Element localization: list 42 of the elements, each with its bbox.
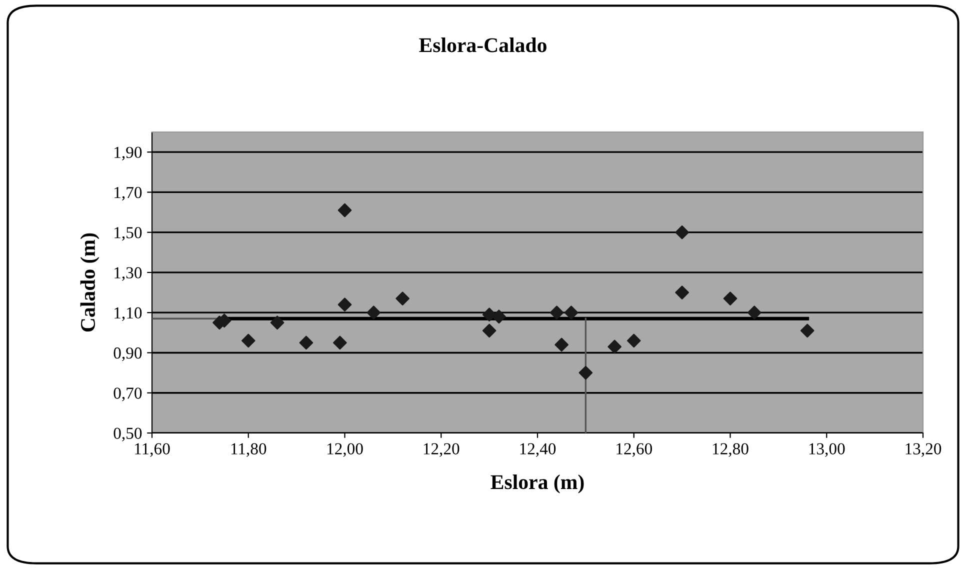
y-tick-label: 1,70 xyxy=(114,186,142,201)
x-tick-label: 13,20 xyxy=(906,443,942,457)
point xyxy=(723,292,738,306)
x-tick-label: 12,80 xyxy=(712,443,748,457)
x-axis-title: Eslora (m) xyxy=(490,474,584,494)
point xyxy=(366,306,381,320)
point xyxy=(299,336,314,350)
point xyxy=(675,286,689,300)
y-tick-label: 0,50 xyxy=(114,428,142,442)
x-tick-label: 13,00 xyxy=(809,443,845,457)
x-tick-label: 12,20 xyxy=(424,443,460,457)
point xyxy=(338,203,352,218)
point xyxy=(608,340,622,354)
point xyxy=(800,324,814,338)
point xyxy=(482,324,496,338)
x-tick-label: 11,80 xyxy=(231,443,266,457)
point xyxy=(550,306,564,320)
point xyxy=(578,366,593,380)
y-tick-label: 1,10 xyxy=(114,307,142,321)
x-tick-label: 12,40 xyxy=(520,443,556,457)
y-tick-label: 0,90 xyxy=(114,347,142,362)
y-tick-label: 1,90 xyxy=(114,146,142,160)
point xyxy=(554,338,568,352)
chart-title: Eslora-Calado xyxy=(419,38,546,52)
point xyxy=(747,306,762,320)
y-tick-label: 1,50 xyxy=(114,227,142,241)
point xyxy=(241,334,256,348)
x-tick-label: 11,60 xyxy=(135,443,170,457)
point xyxy=(338,298,352,312)
point xyxy=(626,334,641,348)
point xyxy=(492,310,506,324)
point xyxy=(564,306,578,320)
point xyxy=(396,292,410,306)
point xyxy=(333,336,347,350)
y-tick-label: 1,30 xyxy=(114,267,142,281)
x-tick-label: 12,60 xyxy=(616,443,652,457)
y-axis-title: Calado (m) xyxy=(80,233,100,332)
point xyxy=(675,225,689,240)
x-tick-label: 12,00 xyxy=(327,443,363,457)
point xyxy=(482,308,496,322)
y-tick-label: 0,70 xyxy=(114,388,142,402)
point xyxy=(270,316,284,330)
